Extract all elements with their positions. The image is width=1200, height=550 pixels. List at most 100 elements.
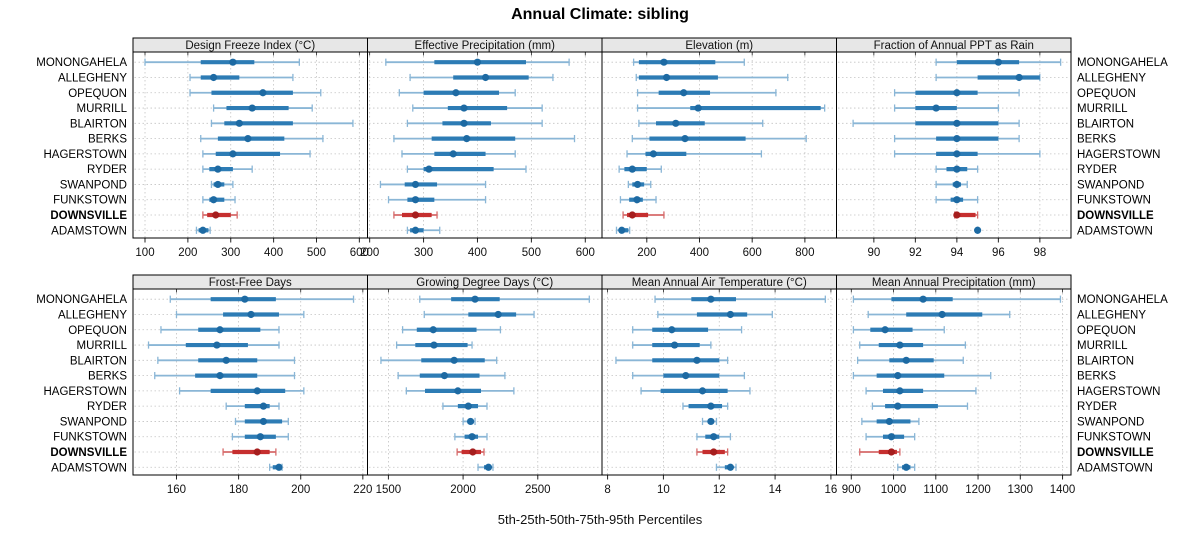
site-label-right-allegheny: ALLEGHENY (1077, 72, 1146, 84)
percentile-row-downsville-median-dot (953, 211, 961, 219)
site-label-left-funkstown: FUNKSTOWN (53, 195, 127, 207)
site-label-right-hagerstown: HAGERSTOWN (1077, 386, 1161, 398)
percentile-row-allegheny-median-dot (494, 310, 502, 319)
site-label-left-monongahela: MONONGAHELA (36, 57, 127, 69)
percentile-row-ryder-median-dot (628, 165, 636, 173)
percentile-row-adamstown-median-dot (902, 463, 910, 471)
panel-design-freeze-index-c--strip-label: Design Freeze Index (°C) (185, 40, 315, 52)
percentile-row-downsville-median-dot (212, 211, 220, 219)
percentile-row-monongahela-median-dot (229, 58, 237, 66)
site-label-right-adamstown: ADAMSTOWN (1077, 462, 1153, 474)
site-label-left-adamstown: ADAMSTOWN (51, 225, 127, 237)
percentile-row-allegheny-median-dot (209, 73, 218, 82)
percentile-row-funkstown-median-dot (256, 433, 264, 441)
panel-frost-free-days-bg (133, 289, 368, 475)
percentile-row-allegheny-median-dot (726, 310, 735, 319)
percentile-row-opequon-median-dot (452, 89, 460, 97)
percentile-row-hagerstown-median-dot (253, 387, 261, 395)
percentile-row-hagerstown-median-dot (953, 150, 961, 158)
axis-tick-label: 200 (291, 484, 310, 496)
percentile-row-ryder-median-dot (464, 402, 472, 410)
site-label-right-blairton: BLAIRTON (1077, 355, 1134, 367)
percentile-row-berks-median-dot (244, 135, 252, 143)
percentile-row-murrill-median-dot (460, 104, 468, 112)
panel-growing-degree-days-c--bg (367, 289, 602, 475)
percentile-row-monongahela-median-dot (473, 58, 482, 66)
percentile-row-hagerstown-median-dot (896, 387, 904, 395)
site-label-right-downsville: DOWNSVILLE (1077, 210, 1154, 222)
site-label-right-allegheny: ALLEGHENY (1077, 309, 1146, 321)
percentile-row-berks-median-dot (681, 135, 689, 143)
site-label-right-blairton: BLAIRTON (1077, 118, 1134, 130)
percentile-row-allegheny-median-dot (247, 310, 255, 319)
axis-tick-label: 1200 (965, 484, 991, 496)
percentile-row-monongahela-median-dot (994, 58, 1002, 66)
percentile-row-blairton-median-dot (693, 356, 701, 364)
percentile-row-monongahela-median-dot (919, 295, 927, 303)
percentile-row-funkstown-median-dot (411, 196, 420, 204)
panel-effective-precipitation-mm--strip-label: Effective Precipitation (mm) (415, 40, 556, 52)
axis-tick-label: 300 (221, 247, 240, 259)
axis-tick-label: 800 (795, 247, 814, 259)
percentile-row-ryder-median-dot (425, 165, 433, 173)
percentile-row-allegheny-median-dot (481, 73, 490, 82)
site-label-left-murrill: MURRILL (77, 340, 128, 352)
site-label-left-opequon: OPEQUON (68, 88, 127, 100)
panel-elevation-m--bg (602, 52, 837, 238)
percentile-row-adamstown-median-dot (484, 463, 493, 471)
axis-tick-label: 600 (350, 247, 369, 259)
percentile-row-blairton-median-dot (222, 356, 230, 364)
percentile-row-swanpond-median-dot (466, 417, 475, 426)
site-label-left-monongahela: MONONGAHELA (36, 294, 127, 306)
axis-tick-label: 2500 (525, 484, 551, 496)
percentile-row-berks-median-dot (440, 372, 449, 380)
percentile-row-monongahela-median-dot (471, 295, 479, 303)
percentile-row-murrill-median-dot (248, 104, 256, 112)
site-label-right-downsville: DOWNSVILLE (1077, 447, 1154, 459)
percentile-row-ryder-median-dot (259, 402, 268, 410)
panel-mean-annual-precipitation-mm--bg (836, 289, 1071, 475)
percentile-row-opequon-median-dot (668, 326, 676, 334)
site-label-right-ryder: RYDER (1077, 164, 1117, 176)
site-label-left-adamstown: ADAMSTOWN (51, 462, 127, 474)
site-label-left-hagerstown: HAGERSTOWN (44, 386, 128, 398)
site-label-right-berks: BERKS (1077, 371, 1116, 383)
percentile-row-ryder-median-dot (953, 165, 961, 173)
panel-mean-annual-air-temperature-c--strip-label: Mean Annual Air Temperature (°C) (632, 277, 807, 289)
site-label-left-berks: BERKS (88, 134, 127, 146)
axis-tick-label: 600 (576, 247, 595, 259)
axis-tick-label: 900 (842, 484, 861, 496)
axis-tick-label: 92 (909, 247, 922, 259)
axis-tick-label: 16 (825, 484, 838, 496)
percentile-row-murrill-median-dot (213, 341, 221, 349)
site-label-right-opequon: OPEQUON (1077, 325, 1136, 337)
axis-tick-label: 14 (769, 484, 782, 496)
percentile-row-swanpond-median-dot (633, 180, 642, 189)
axis-tick-label: 200 (360, 247, 379, 259)
site-label-right-funkstown: FUNKSTOWN (1077, 432, 1151, 444)
axis-tick-label: 400 (690, 247, 709, 259)
percentile-row-berks-median-dot (682, 372, 690, 380)
axis-tick-label: 1400 (1050, 484, 1076, 496)
axis-tick-label: 1500 (376, 484, 402, 496)
percentile-row-adamstown-median-dot (275, 463, 283, 471)
site-label-right-opequon: OPEQUON (1077, 88, 1136, 100)
page-title: Annual Climate: sibling (511, 6, 689, 23)
percentile-row-swanpond-median-dot (707, 417, 715, 426)
percentile-row-funkstown-median-dot (953, 196, 961, 204)
percentile-row-allegheny-median-dot (938, 310, 946, 319)
percentile-row-adamstown-median-dot (199, 226, 207, 234)
percentile-row-blairton-median-dot (953, 119, 961, 127)
axis-tick-label: 2000 (450, 484, 476, 496)
percentile-row-funkstown-median-dot (710, 433, 718, 441)
site-label-right-hagerstown: HAGERSTOWN (1077, 149, 1161, 161)
site-label-right-monongahela: MONONGAHELA (1077, 57, 1168, 69)
percentile-row-opequon-median-dot (429, 326, 437, 334)
percentile-row-berks-median-dot (216, 372, 224, 380)
percentile-row-blairton-median-dot (235, 119, 243, 127)
axis-tick-label: 100 (135, 247, 154, 259)
percentile-row-downsville-median-dot (253, 448, 261, 456)
axis-tick-label: 8 (604, 484, 610, 496)
site-label-left-berks: BERKS (88, 371, 127, 383)
